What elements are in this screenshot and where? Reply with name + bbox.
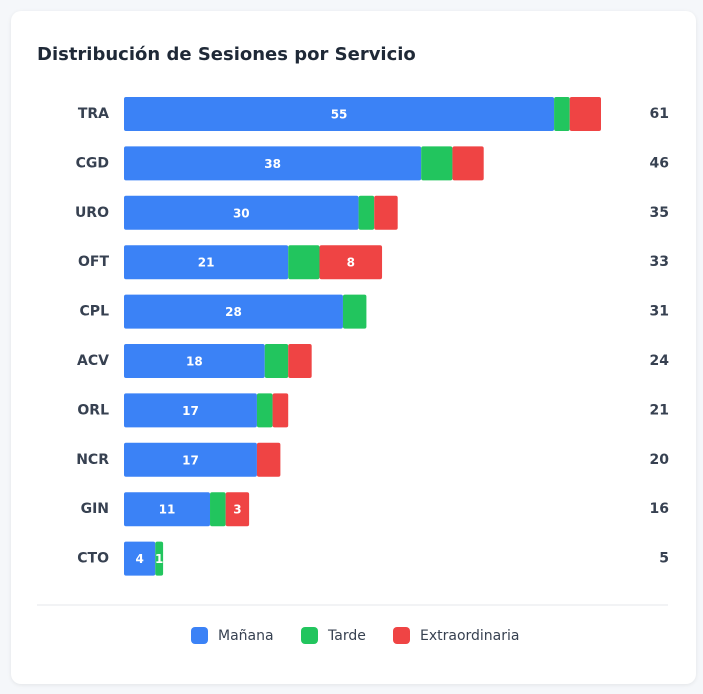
total-label: 20 [650,452,670,468]
chart-title: Distribución de Sesiones por Servicio [37,44,416,65]
bar-segment [124,195,359,230]
data-label: 4 [135,552,143,566]
category-label: CTO [77,551,109,567]
bar-segment [124,393,257,428]
legend-label: Extraordinaria [420,628,519,644]
data-label: 18 [186,355,203,369]
data-label: 21 [198,256,215,270]
legend-swatch [393,627,410,644]
bar-segment [124,294,343,329]
bar-segment [256,393,273,428]
bar-segment [452,146,484,181]
bar-segment [155,541,164,576]
category-label: NCR [76,452,109,468]
category-label: TRA [78,106,109,122]
total-label: 16 [650,501,669,517]
legend-swatch [301,627,318,644]
category-label: GIN [81,501,109,517]
data-label: 8 [347,256,355,270]
bar-segment [124,146,422,181]
total-label: 24 [650,353,670,369]
data-label: 30 [233,206,250,220]
category-label: ACV [77,353,109,369]
legend-label: Mañana [218,628,274,644]
total-label: 31 [650,304,669,320]
total-label: 5 [659,551,669,567]
data-label: 11 [159,503,176,517]
data-label: 38 [264,157,281,171]
bar-segment [225,492,250,527]
bar-segment [319,245,383,280]
category-label: URO [75,205,109,221]
category-label: CPL [80,304,110,320]
bar-segment [124,492,211,527]
bar-segment [288,245,320,280]
category-label: CGD [76,155,109,171]
bar-segment [124,344,265,378]
category-label: ORL [77,402,109,418]
bar-segment [124,97,555,131]
bar-segment [342,294,367,329]
bar-segment [124,541,156,576]
bar-segment [124,442,257,477]
data-label: 1 [155,552,163,566]
data-label: 17 [182,453,199,467]
total-label: 21 [650,402,669,418]
bar-segment [288,344,312,378]
data-label: 3 [233,503,241,517]
bar-segment [264,344,289,378]
total-label: 33 [650,254,669,270]
bar-segment [421,146,453,181]
bar-segment [358,195,375,230]
data-label: 55 [331,108,348,122]
bar-segment [272,393,289,428]
legend-label: Tarde [327,628,366,644]
bar-segment [554,97,570,131]
total-label: 46 [650,155,669,171]
bar-segment [569,97,601,131]
bar-segment [256,442,281,477]
category-label: OFT [78,254,109,270]
data-label: 17 [182,404,199,418]
total-label: 61 [650,106,669,122]
bar-segment [210,492,226,527]
bar-segment [124,245,289,280]
legend-swatch [191,627,208,644]
total-label: 35 [650,205,669,221]
bar-segment [374,195,398,230]
data-label: 28 [225,305,242,319]
